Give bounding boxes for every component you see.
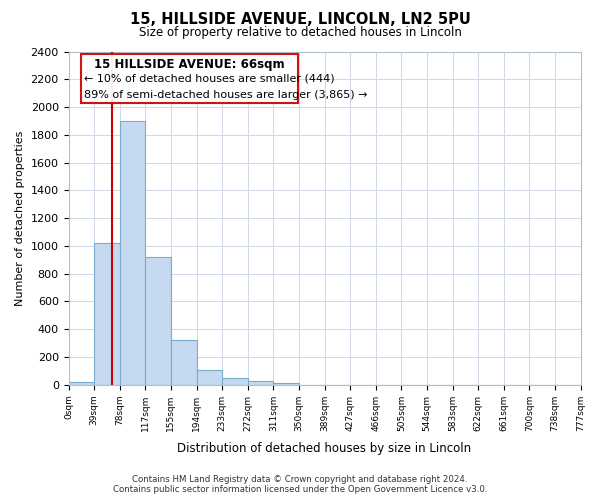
Text: 89% of semi-detached houses are larger (3,865) →: 89% of semi-detached houses are larger (… <box>85 90 368 100</box>
Text: 15, HILLSIDE AVENUE, LINCOLN, LN2 5PU: 15, HILLSIDE AVENUE, LINCOLN, LN2 5PU <box>130 12 470 28</box>
Bar <box>222 378 248 385</box>
Text: 15 HILLSIDE AVENUE: 66sqm: 15 HILLSIDE AVENUE: 66sqm <box>94 58 284 71</box>
Bar <box>197 370 222 385</box>
Bar <box>120 121 145 385</box>
Bar <box>248 380 274 385</box>
Y-axis label: Number of detached properties: Number of detached properties <box>15 130 25 306</box>
FancyBboxPatch shape <box>80 54 298 103</box>
Bar <box>171 340 197 385</box>
Bar <box>145 257 171 385</box>
Bar <box>94 243 120 385</box>
X-axis label: Distribution of detached houses by size in Lincoln: Distribution of detached houses by size … <box>178 442 472 455</box>
Bar <box>68 382 94 385</box>
Bar <box>274 382 299 385</box>
Text: Contains HM Land Registry data © Crown copyright and database right 2024.
Contai: Contains HM Land Registry data © Crown c… <box>113 474 487 494</box>
Text: Size of property relative to detached houses in Lincoln: Size of property relative to detached ho… <box>139 26 461 39</box>
Text: ← 10% of detached houses are smaller (444): ← 10% of detached houses are smaller (44… <box>85 74 335 84</box>
